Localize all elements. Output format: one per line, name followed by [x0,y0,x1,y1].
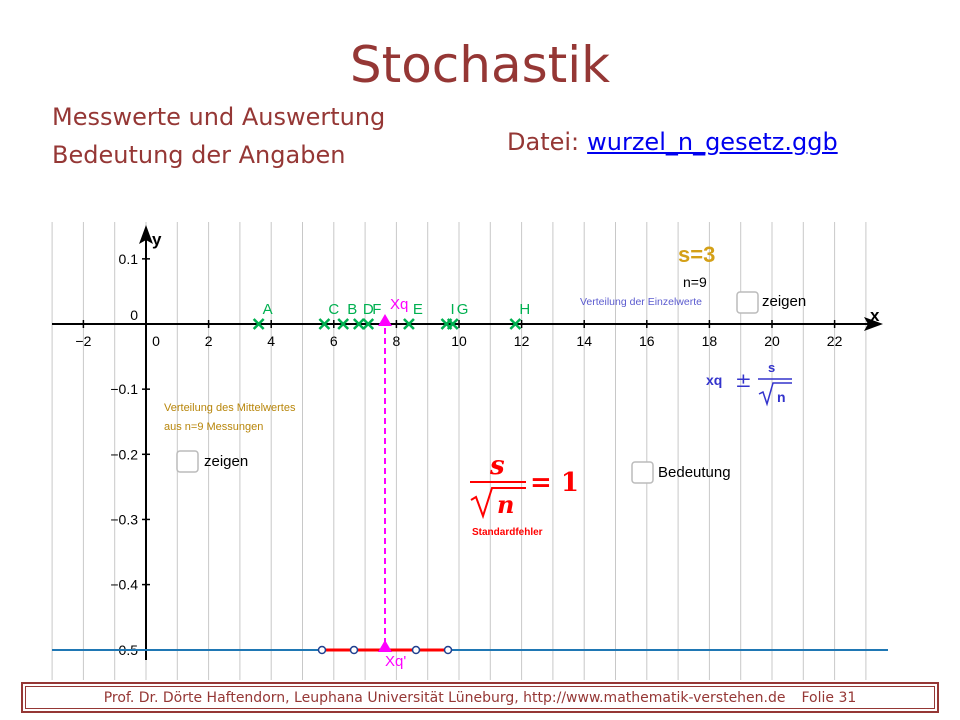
point-d[interactable]: D [352,301,374,330]
measurement-points: A C B DF E I G H [252,301,530,330]
x-tick-label: 20 [764,333,780,349]
checkbox-einzelwerte-label: zeigen [762,293,806,310]
point-label: H [519,301,530,318]
point-b[interactable]: B [337,301,357,330]
point-marker [318,318,331,330]
segment-point-1[interactable] [349,645,359,655]
segment-endpoint-right[interactable] [443,645,453,655]
point-label: F [372,301,381,318]
x-tick-label: 14 [576,333,592,349]
n-value: n=9 [683,274,707,290]
x-tick-label: −2 [75,333,91,349]
checkbox-mittelwert-label: zeigen [204,453,248,470]
y-tick-label: −0.4 [110,577,138,593]
interval-expr-xq: xq [706,372,722,388]
checkbox-bedeutung-label: Bedeutung [658,464,731,481]
point-a[interactable]: A [252,301,273,330]
x-tick-label: 0 [152,333,160,349]
point-label: D [363,301,374,318]
y-axis-label: y [152,230,162,249]
segment-point-2[interactable] [411,645,421,655]
checkbox-einzelwerte[interactable] [736,291,759,314]
formula-numerator: s [489,451,505,481]
mittelwert-caption-line1: Verteilung des Mittelwertes [164,402,296,414]
file-reference: Datei: wurzel_n_gesetz.ggb [507,128,838,156]
interval-expr-num: s [768,360,775,375]
subtitle-line-1: Messwerte und Auswertung [52,103,386,131]
y-tick-label: −0.2 [110,446,138,462]
point-label: A [263,301,273,318]
x-tick-label: 4 [267,333,275,349]
mean-point-xq-prime-icon[interactable] [378,640,392,652]
file-link[interactable]: wurzel_n_gesetz.ggb [587,128,838,156]
point-label: B [347,301,357,318]
segment-endpoint-left[interactable] [317,645,327,655]
formula-caption: Standardfehler [472,527,543,538]
point-marker [446,318,459,330]
y-axis-arrow-icon [139,225,153,244]
formula-rhs: = 1 [530,468,579,498]
interval-expr-pm: ± [735,368,752,392]
x-tick-label: 6 [330,333,338,349]
point-marker [509,318,522,330]
slide-footer: Prof. Dr. Dörte Haftendorn, Leuphana Uni… [21,682,939,713]
y-tick-label: −0.1 [110,381,138,397]
y-tick-label: −0.3 [110,511,138,527]
x-tick-labels: −2 0 2 4 6 8 10 12 14 16 18 20 22 [75,320,843,349]
mean-label: Xq [390,296,408,313]
interval-expr-sqrt-icon [758,382,792,407]
y-tick-label: 0.1 [119,251,139,267]
checkbox-mittelwert[interactable] [176,450,199,473]
point-e[interactable]: E [403,301,423,330]
x-tick-label: 12 [514,333,530,349]
mean-projection-label: Xq' [385,653,406,670]
point-marker [403,318,415,330]
grid-lines [51,222,867,680]
formula-sqrt-icon [470,487,526,520]
point-marker [352,318,365,330]
footer-page: Folie 31 [801,689,857,706]
point-marker [252,318,265,330]
x-tick-label: 8 [393,333,401,349]
point-marker [337,318,350,330]
slide-subtitle: Messwerte und Auswertung Bedeutung der A… [52,98,385,174]
point-marker [362,318,375,330]
s-value: s=3 [678,242,715,267]
point-c[interactable]: C [318,301,339,330]
x-tick-label: 18 [702,333,718,349]
x-tick-label: 22 [827,333,843,349]
x-tick-label: 2 [205,333,213,349]
formula-denominator: n [497,490,514,519]
point-f[interactable]: F [362,301,381,330]
x-tick-label: 10 [451,333,467,349]
mean-point-xq-icon[interactable] [378,314,392,326]
file-label: Datei: [507,128,580,156]
point-label: C [328,301,339,318]
point-label: I [450,301,454,318]
x-axis-arrow-icon [864,317,883,331]
footer-text: Prof. Dr. Dörte Haftendorn, Leuphana Uni… [103,689,786,706]
y-tick-labels: 0.10−0.1−0.2−0.3−0.4−0.5 [110,251,150,658]
slide-title: Stochastik [349,36,611,94]
subtitle-line-2: Bedeutung der Angaben [52,141,346,169]
point-label: E [413,301,423,318]
x-axis-label: x [870,306,880,325]
x-tick-label: 16 [639,333,655,349]
y-tick-label: 0 [130,307,138,323]
einzelwerte-caption: Verteilung der Einzelwerte [580,296,702,308]
interval-expr-den: n [777,389,786,405]
point-h[interactable]: H [509,301,530,330]
mittelwert-caption-line2: aus n=9 Messungen [164,421,263,433]
checkbox-bedeutung[interactable] [631,461,654,484]
point-label: G [457,301,469,318]
point-g[interactable]: G [446,301,469,330]
